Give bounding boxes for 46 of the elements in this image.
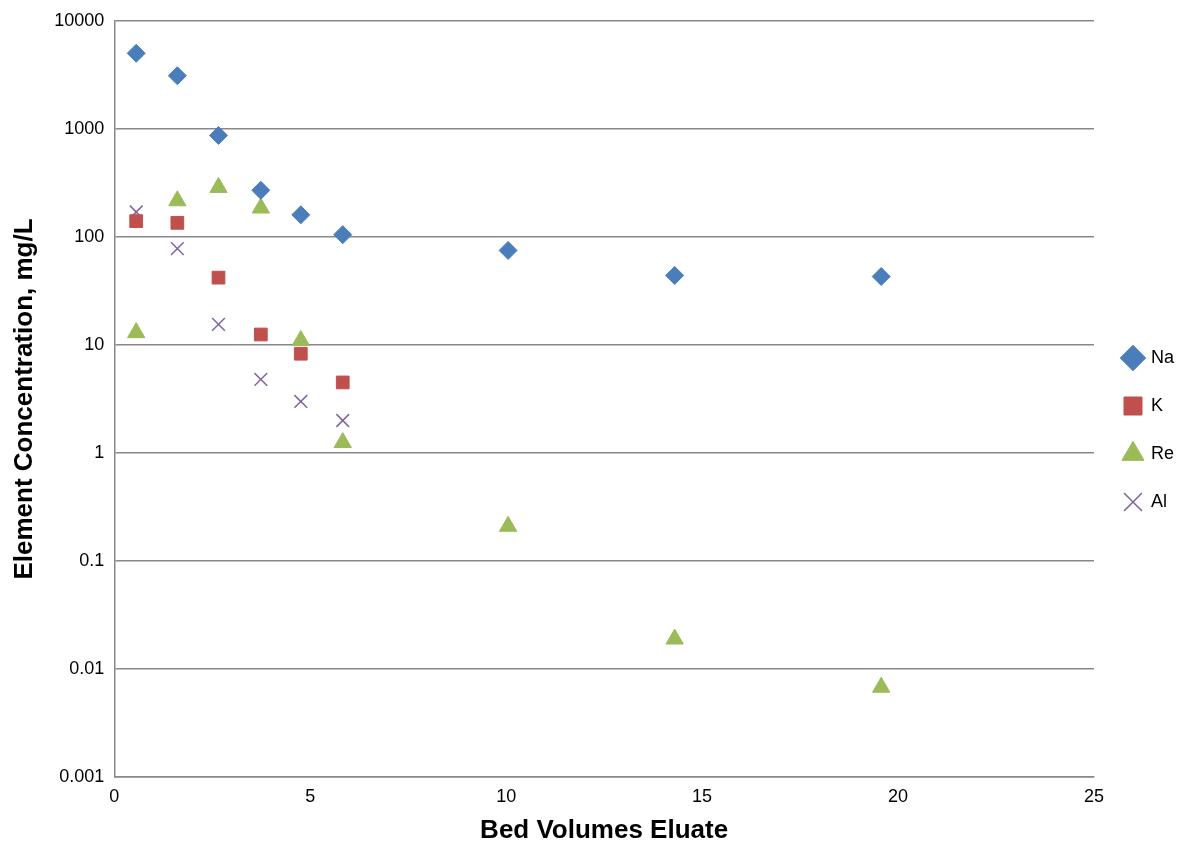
- y-tick-label: 10: [84, 333, 105, 354]
- point: [335, 413, 350, 428]
- point: [167, 66, 187, 86]
- point: [129, 214, 144, 228]
- x-tick-label: 20: [888, 785, 909, 806]
- point: [871, 267, 891, 287]
- point: [170, 241, 185, 256]
- point: [291, 205, 311, 225]
- y-tick-label: 0.1: [79, 550, 105, 571]
- point: [291, 330, 310, 346]
- x-tick-label: 10: [496, 785, 517, 806]
- legend-label: Re: [1150, 442, 1175, 463]
- legend-label: Al: [1150, 490, 1168, 511]
- y-tick-label: 1000: [64, 117, 105, 138]
- x-tick-label: 0: [109, 785, 120, 806]
- y-tick-label: 0.001: [59, 766, 105, 787]
- point: [293, 394, 308, 409]
- y-tick-label: 0.01: [69, 658, 105, 679]
- point: [127, 322, 146, 339]
- point: [251, 180, 271, 200]
- point: [211, 317, 226, 332]
- point: [872, 676, 891, 693]
- point: [209, 125, 228, 145]
- point: [126, 43, 146, 63]
- x-tick-label: 25: [1083, 785, 1105, 806]
- x-tick-label: 15: [692, 785, 713, 806]
- point: [253, 327, 268, 342]
- point: [665, 265, 685, 285]
- point: [665, 628, 684, 645]
- point: [498, 515, 518, 532]
- point: [211, 270, 226, 285]
- point: [335, 375, 350, 390]
- point: [293, 346, 308, 361]
- y-tick-label: 1: [94, 442, 105, 462]
- point: [253, 372, 268, 387]
- legend-label: Na: [1150, 346, 1175, 367]
- x-tick-label: 5: [305, 785, 316, 806]
- point: [170, 215, 185, 230]
- x-axis-title: Bed Volumes Eluate: [480, 813, 729, 844]
- legend-label: K: [1150, 394, 1164, 415]
- point: [333, 432, 352, 449]
- point: [333, 225, 353, 245]
- point: [498, 240, 518, 260]
- y-tick-label: 10000: [54, 9, 105, 30]
- y-tick-label: 100: [74, 225, 105, 246]
- y-axis-title: Element Concentration, mg/L: [7, 218, 38, 580]
